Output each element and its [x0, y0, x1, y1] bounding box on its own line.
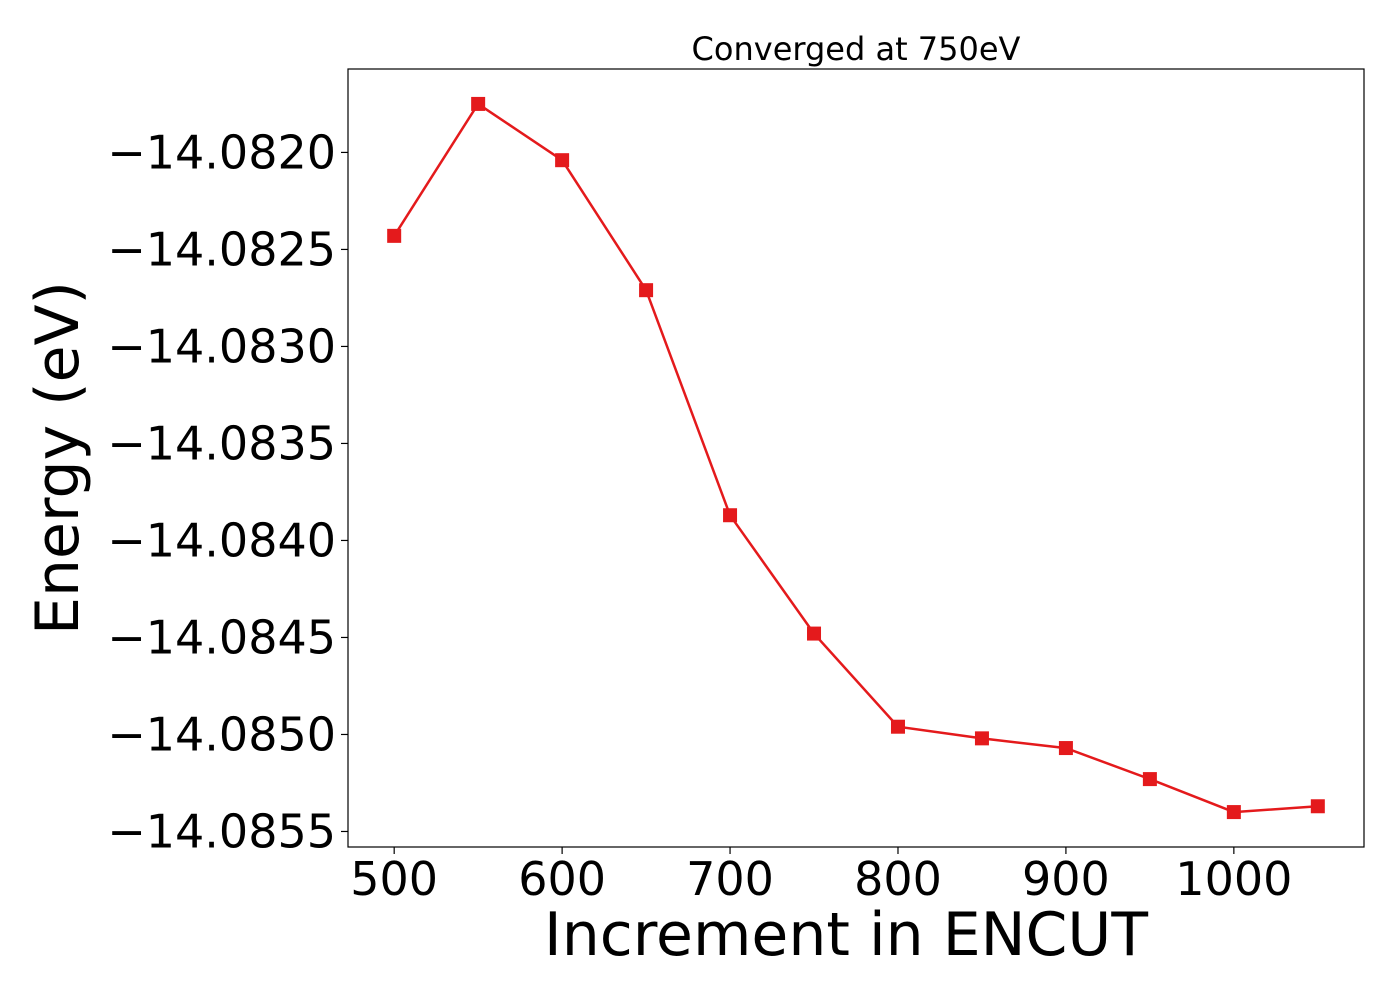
y-axis-title: Energy (eV)	[23, 281, 93, 635]
x-tick-label: 800	[854, 852, 942, 906]
y-tick-label: −14.0825	[107, 222, 336, 276]
data-point-marker	[555, 153, 570, 168]
y-tick-label: −14.0820	[107, 125, 336, 179]
data-point-marker	[1310, 799, 1325, 814]
data-point-marker	[1226, 805, 1241, 820]
x-tick-label: 900	[1022, 852, 1110, 906]
data-point-marker	[1058, 741, 1073, 756]
data-point-marker	[1142, 772, 1157, 787]
data-point-marker	[471, 96, 486, 111]
y-tick-label: −14.0840	[107, 513, 336, 567]
x-tick-label: 700	[686, 852, 774, 906]
y-tick-label: −14.0830	[107, 319, 336, 373]
data-point-marker	[974, 731, 989, 746]
data-point-marker	[639, 283, 654, 298]
plot-area	[387, 96, 1325, 820]
data-point-marker	[890, 719, 905, 734]
x-tick-label: 500	[350, 852, 438, 906]
x-axis: 500 600 700 800 900 1000	[350, 847, 1292, 906]
y-axis: −14.0820 −14.0825 −14.0830 −14.0835 −14.0840…	[107, 125, 348, 858]
y-tick-label: −14.0845	[107, 610, 336, 664]
data-point-marker	[723, 508, 738, 523]
data-point-marker	[807, 626, 822, 641]
y-tick-label: −14.0835	[107, 416, 336, 470]
y-tick-label: −14.0855	[107, 804, 336, 858]
x-tick-label: 1000	[1175, 852, 1292, 906]
data-point-marker	[387, 228, 402, 243]
x-axis-title: Increment in ENCUT	[544, 900, 1148, 970]
series-line	[393, 102, 1318, 814]
chart-title: Converged at 750eV	[692, 30, 1021, 68]
x-tick-label: 600	[518, 852, 606, 906]
y-tick-label: −14.0850	[107, 707, 336, 761]
plot-frame	[347, 68, 1365, 848]
